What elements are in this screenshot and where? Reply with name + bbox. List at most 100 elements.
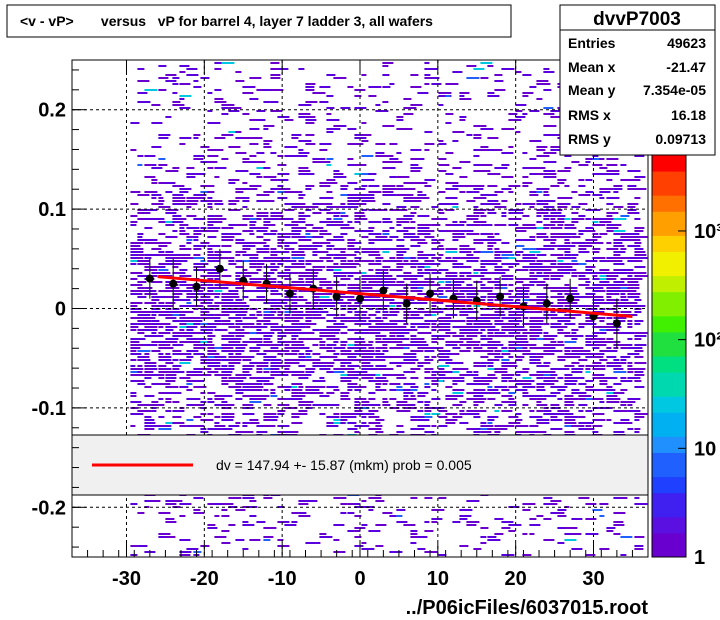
heatmap-cell <box>368 341 374 343</box>
heatmap-cell <box>326 404 340 406</box>
heatmap-cell <box>431 305 437 307</box>
heatmap-cell <box>613 332 624 334</box>
heatmap-cell <box>634 176 646 178</box>
heatmap-cell <box>634 380 642 382</box>
heatmap-cell <box>137 404 149 406</box>
heatmap-cell <box>186 380 199 382</box>
heatmap-cell <box>389 299 395 301</box>
heatmap-cell <box>487 239 499 241</box>
heatmap-cell <box>151 182 158 184</box>
heatmap-cell <box>522 533 528 535</box>
heatmap-cell <box>319 293 333 295</box>
heatmap-cell <box>256 110 266 112</box>
heatmap-cell <box>515 326 525 328</box>
heatmap-cell <box>634 278 643 280</box>
heatmap-cell <box>235 374 243 376</box>
heatmap-cell <box>298 365 306 367</box>
heatmap-cell <box>228 317 242 319</box>
heatmap-cell <box>389 302 398 304</box>
heatmap-cell <box>179 386 189 388</box>
heatmap-cell <box>445 188 459 190</box>
heatmap-cell <box>221 236 231 238</box>
heatmap-cell <box>249 338 259 340</box>
heatmap-cell <box>249 422 260 424</box>
heatmap-cell <box>284 386 297 388</box>
heatmap-cell <box>501 401 515 403</box>
heatmap-cell <box>249 317 258 319</box>
heatmap-cell <box>557 209 563 211</box>
heatmap-cell <box>179 191 189 193</box>
heatmap-cell <box>326 164 332 166</box>
heatmap-cell <box>592 353 602 355</box>
heatmap-cell <box>403 383 416 385</box>
heatmap-cell <box>480 263 489 265</box>
heatmap-cell <box>501 521 514 523</box>
heatmap-cell <box>508 257 516 259</box>
heatmap-cell <box>319 233 332 235</box>
heatmap-cell <box>424 332 432 334</box>
heatmap-cell <box>522 371 529 373</box>
profile-point <box>542 299 551 308</box>
heatmap-cell <box>543 335 552 337</box>
heatmap-cell <box>508 317 518 319</box>
heatmap-cell <box>578 335 584 337</box>
heatmap-cell <box>347 374 357 376</box>
heatmap-cell <box>424 530 434 532</box>
heatmap-cell <box>382 356 395 358</box>
heatmap-cell <box>627 239 641 241</box>
heatmap-cell <box>396 374 405 376</box>
heatmap-cell <box>606 323 615 325</box>
heatmap-cell <box>214 137 226 139</box>
heatmap-cell <box>452 203 459 205</box>
heatmap-cell <box>305 188 312 190</box>
heatmap-cell <box>165 422 178 424</box>
heatmap-cell <box>179 245 186 247</box>
heatmap-cell <box>452 278 465 280</box>
heatmap-cell <box>130 245 141 247</box>
heatmap-cell <box>445 362 456 364</box>
heatmap-cell <box>494 248 500 250</box>
heatmap-cell <box>466 347 472 349</box>
heatmap-cell <box>305 122 315 124</box>
heatmap-cell <box>452 299 464 301</box>
heatmap-cell <box>270 215 284 217</box>
heatmap-cell <box>277 275 291 277</box>
heatmap-cell <box>543 191 549 193</box>
heatmap-cell <box>627 347 636 349</box>
heatmap-cell <box>242 356 253 358</box>
heatmap-cell <box>270 62 280 64</box>
heatmap-cell <box>228 524 236 526</box>
stats-box: dvvP7003 Entries 49623 Mean x -21.47 Mea… <box>559 4 716 156</box>
heatmap-cell <box>284 260 297 262</box>
heatmap-cell <box>396 269 403 271</box>
heatmap-cell <box>466 200 476 202</box>
heatmap-cell <box>627 326 633 328</box>
heatmap-cell <box>242 368 253 370</box>
heatmap-cell <box>550 161 557 163</box>
heatmap-cell <box>284 320 292 322</box>
heatmap-cell <box>207 353 220 355</box>
heatmap-cell <box>284 398 295 400</box>
heatmap-cell <box>550 407 561 409</box>
heatmap-cell <box>186 197 200 199</box>
heatmap-cell <box>529 431 543 433</box>
heatmap-cell <box>585 308 598 310</box>
heatmap-cell <box>634 212 640 214</box>
heatmap-cell <box>487 386 493 388</box>
heatmap-cell <box>396 293 409 295</box>
heatmap-cell <box>305 173 315 175</box>
heatmap-cell <box>473 221 487 223</box>
heatmap-cell <box>452 221 458 223</box>
heatmap-cell <box>592 362 602 364</box>
heatmap-cell <box>487 203 498 205</box>
heatmap-cell <box>207 269 219 271</box>
heatmap-cell <box>389 398 397 400</box>
heatmap-cell <box>627 332 635 334</box>
heatmap-cell <box>207 203 213 205</box>
heatmap-cell <box>263 272 275 274</box>
heatmap-cell <box>340 377 354 379</box>
heatmap-cell <box>193 308 199 310</box>
heatmap-cell <box>501 374 514 376</box>
heatmap-cell <box>340 305 347 307</box>
heatmap-cell <box>438 329 447 331</box>
